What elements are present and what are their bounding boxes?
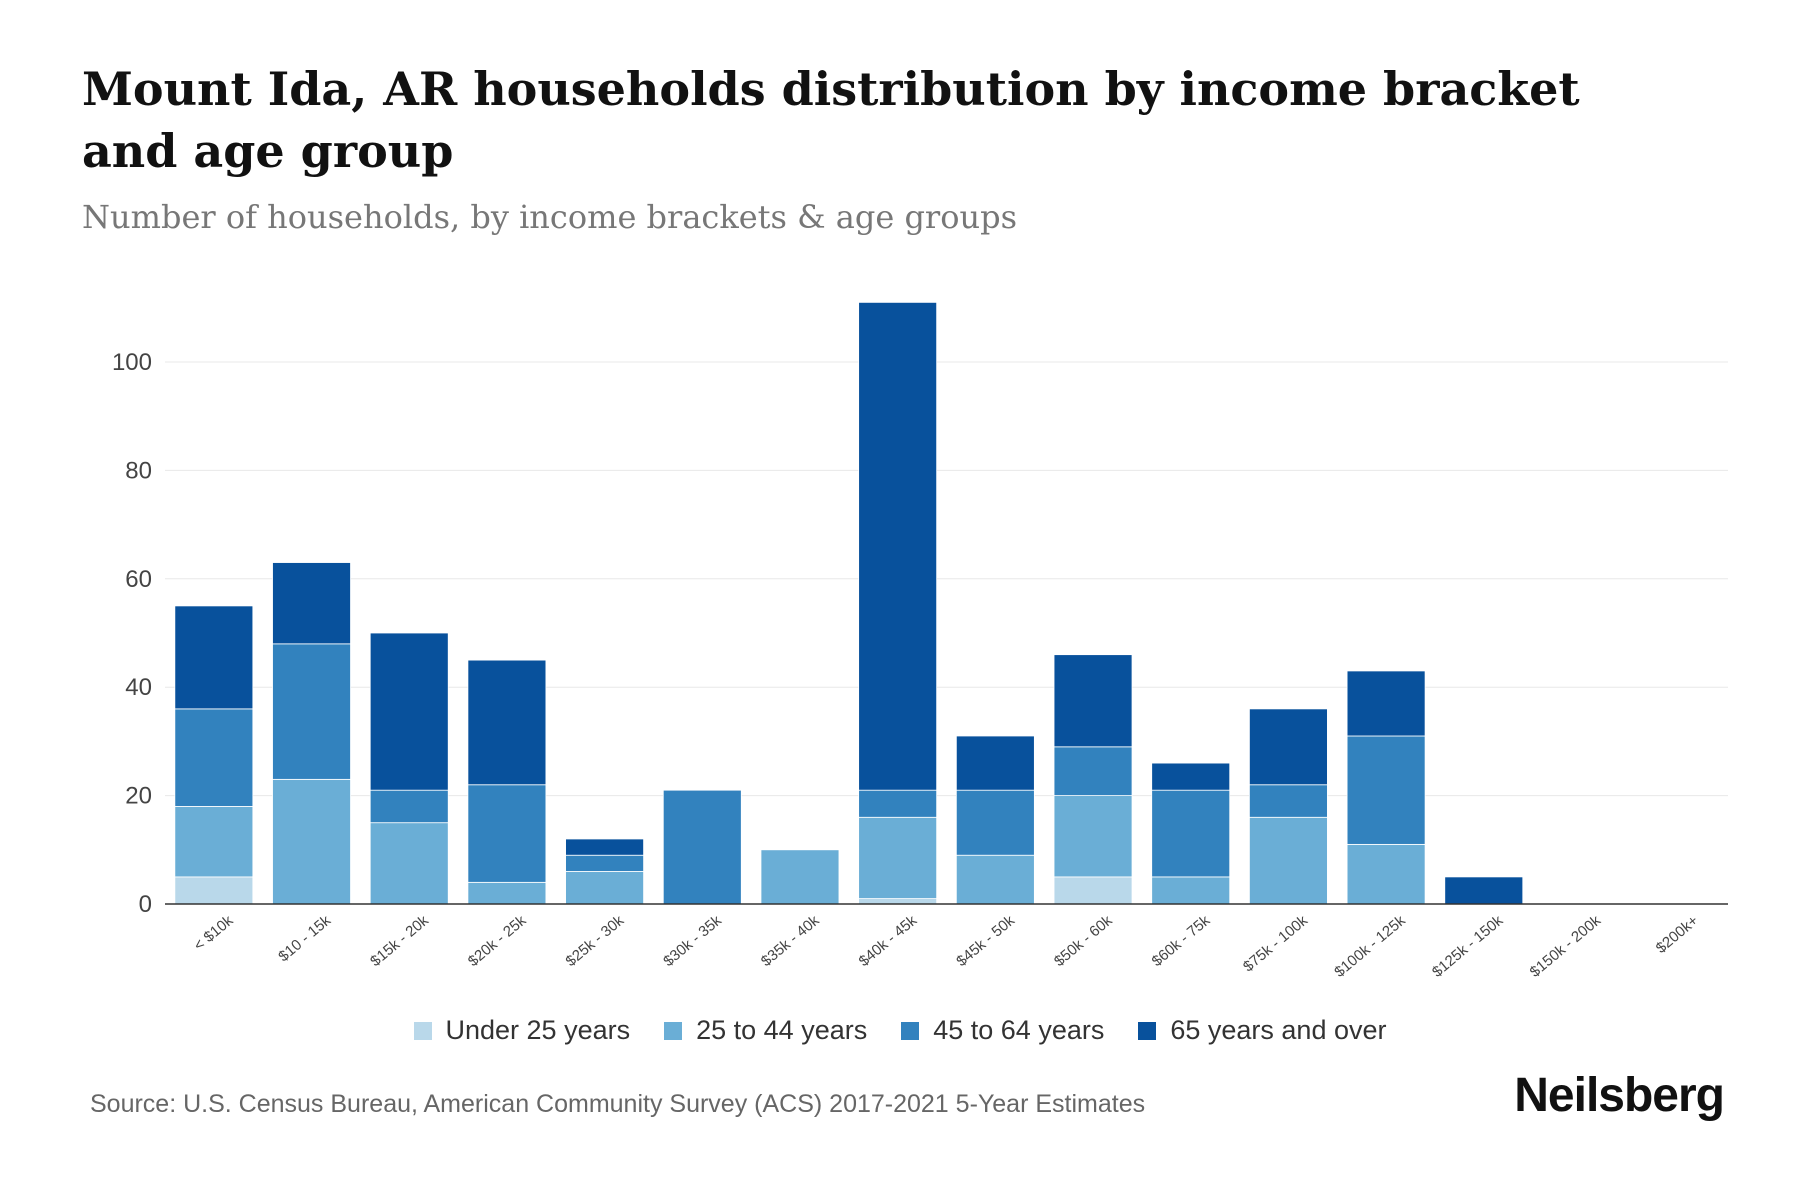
- x-tick-label: $25k - 30k: [563, 912, 628, 970]
- x-tick-label: $200k+: [1653, 912, 1702, 957]
- y-tick-label: 100: [112, 349, 152, 376]
- x-tick-label: $45k - 50k: [953, 912, 1018, 970]
- bar-segment: [174, 876, 254, 905]
- legend-swatch: [1138, 1021, 1157, 1040]
- y-tick-label: 0: [139, 891, 152, 918]
- x-tick-label: $15k - 20k: [367, 912, 432, 970]
- bar-segment: [955, 789, 1035, 856]
- bar-segment: [467, 659, 547, 786]
- bar-segment: [760, 849, 840, 905]
- bar-segment: [1249, 784, 1328, 818]
- bar-segment: [1346, 843, 1426, 905]
- legend-item-45-64[interactable]: 45 to 64 years: [901, 1015, 1104, 1046]
- legend-label: 65 years and over: [1170, 1015, 1387, 1045]
- bar-segment: [369, 789, 449, 824]
- legend-label: 25 to 44 years: [696, 1015, 868, 1045]
- legend-label: Under 25 years: [445, 1015, 631, 1045]
- x-tick-label: $150k - 200k: [1527, 912, 1605, 981]
- x-tick-label: $40k - 45k: [856, 912, 921, 970]
- x-tick-label: $10 - 15k: [275, 912, 334, 966]
- bar-segment: [1346, 670, 1426, 737]
- x-tick-label: $35k - 40k: [758, 912, 823, 970]
- bar-segment: [1053, 654, 1133, 748]
- bars: [174, 301, 1524, 905]
- legend-item-25-44[interactable]: 25 to 44 years: [664, 1015, 867, 1046]
- brand-logo: Neilsberg: [1514, 1069, 1725, 1122]
- bar-segment: [955, 735, 1035, 791]
- y-axis-ticks: 0 20 40 60 80 100: [112, 349, 152, 918]
- chart-subtitle: Number of households, by income brackets…: [82, 198, 1017, 236]
- bar-segment: [565, 854, 644, 872]
- bar-segment: [1249, 816, 1328, 905]
- chart-title: Mount Ida, AR households distribution by…: [82, 62, 1580, 178]
- legend-item-65-plus[interactable]: 65 years and over: [1138, 1015, 1387, 1046]
- x-tick-label: $60k - 75k: [1149, 912, 1214, 970]
- stacked-bar-chart: 0 20 40 60 80 100 < $10k $10 - 15k $15k - 20k $2…: [112, 301, 1728, 981]
- x-tick-label: $75k - 100k: [1240, 912, 1311, 976]
- bar-segment: [1151, 762, 1231, 791]
- bar-segment: [858, 301, 938, 791]
- x-tick-label: < $10k: [191, 912, 237, 955]
- bar-segment: [369, 822, 449, 905]
- legend: Under 25 years 25 to 44 years 45 to 64 y…: [0, 1015, 1800, 1046]
- x-tick-label: $125k - 150k: [1429, 912, 1507, 981]
- bar-segment: [369, 632, 449, 791]
- bar-segment: [174, 605, 254, 710]
- bar-segment: [1151, 789, 1231, 878]
- bar-segment: [662, 789, 742, 905]
- bar-segment: [1346, 735, 1426, 845]
- x-tick-label: $50k - 60k: [1051, 912, 1116, 970]
- bar-segment: [272, 562, 351, 645]
- bar-segment: [858, 898, 938, 905]
- x-axis-ticks: < $10k $10 - 15k $15k - 20k $20k - 25k $25k …: [191, 912, 1702, 981]
- y-tick-label: 20: [125, 783, 152, 810]
- bar-segment: [955, 854, 1035, 905]
- bar-segment: [174, 806, 254, 878]
- bar-segment: [467, 784, 547, 883]
- legend-swatch: [664, 1021, 683, 1040]
- bar-segment: [1249, 708, 1328, 786]
- legend-swatch: [413, 1021, 432, 1040]
- bar-segment: [1053, 746, 1133, 797]
- bar-segment: [467, 881, 547, 905]
- bar-segment: [565, 838, 644, 856]
- x-tick-label: $20k - 25k: [465, 912, 530, 970]
- x-tick-label: $100k - 125k: [1331, 912, 1409, 981]
- bar-segment: [565, 871, 644, 905]
- bar-segment: [174, 708, 254, 807]
- bar-segment: [858, 789, 938, 818]
- bar-segment: [272, 778, 351, 905]
- bar-segment: [1151, 876, 1231, 905]
- bar-segment: [1444, 876, 1524, 905]
- legend-swatch: [901, 1021, 920, 1040]
- legend-label: 45 to 64 years: [933, 1015, 1105, 1045]
- legend-item-under-25[interactable]: Under 25 years: [413, 1015, 631, 1046]
- y-tick-label: 60: [125, 566, 152, 593]
- bar-segment: [1053, 876, 1133, 905]
- source-note: Source: U.S. Census Bureau, American Com…: [90, 1090, 1146, 1118]
- y-tick-label: 80: [125, 457, 152, 484]
- bar-segment: [1053, 795, 1133, 878]
- x-tick-label: $30k - 35k: [660, 912, 725, 970]
- bar-segment: [858, 816, 938, 899]
- bar-segment: [272, 643, 351, 780]
- y-tick-label: 40: [125, 674, 152, 701]
